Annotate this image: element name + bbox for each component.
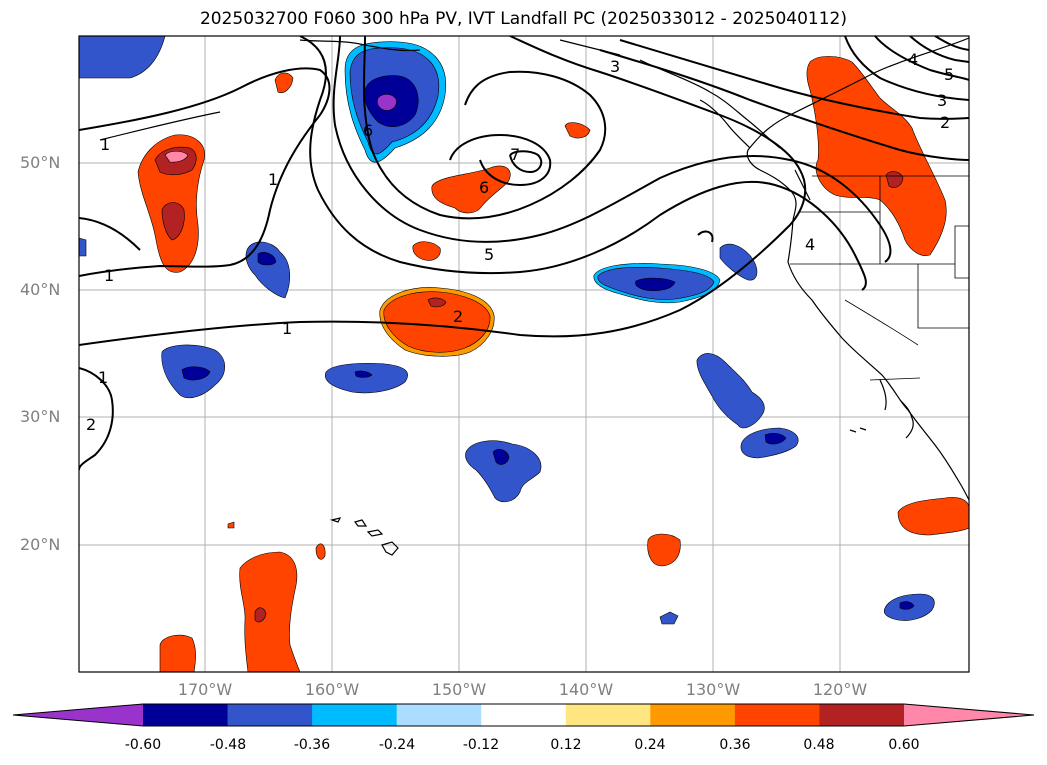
colorbar-segment xyxy=(734,704,820,726)
colorbar-segment xyxy=(650,704,736,726)
contour-label: 4 xyxy=(805,235,815,254)
contour-label: 3 xyxy=(937,91,947,110)
contour-label: 2 xyxy=(86,415,96,434)
lon-label-140w: 140°W xyxy=(558,680,614,699)
colorbar xyxy=(12,703,1035,727)
lon-label-150w: 150°W xyxy=(431,680,487,699)
negative-anomaly-regions xyxy=(79,36,935,625)
colorbar-segment xyxy=(481,704,567,726)
contour-label: 3 xyxy=(610,57,620,76)
hawaiian-islands xyxy=(329,517,399,556)
contour-label: 1 xyxy=(98,368,108,387)
colorbar-segment xyxy=(143,704,229,726)
contour-labels: 1 1 1 1 2 2 3 3 4 4 5 5 6 6 7 1 2 xyxy=(86,50,954,434)
colorbar-tick-label: -0.12 xyxy=(462,737,500,753)
political-borders xyxy=(790,175,969,381)
positive-anomaly-regions xyxy=(137,56,969,672)
contour-label: 5 xyxy=(484,245,494,264)
colorbar-segment xyxy=(565,704,651,726)
map-plot-area: 1 1 1 1 2 2 3 3 4 4 5 5 6 6 7 1 2 xyxy=(79,36,969,672)
colorbar-tick-label: -0.24 xyxy=(378,737,416,753)
colorbar-extend-low xyxy=(13,704,143,726)
colorbar-tick-label: 0.60 xyxy=(888,737,920,753)
contour-label: 2 xyxy=(940,113,950,132)
lat-label-30n: 30°N xyxy=(20,407,61,426)
lon-label-160w: 160°W xyxy=(304,680,360,699)
contour-label: 2 xyxy=(453,307,463,326)
contour-label: 6 xyxy=(363,121,373,140)
lat-label-40n: 40°N xyxy=(20,280,61,299)
contour-label: 6 xyxy=(479,178,489,197)
colorbar-tick-label: -0.36 xyxy=(293,737,331,753)
contour-lines xyxy=(79,36,969,471)
colorbar-tick-label: -0.48 xyxy=(209,737,247,753)
contour-label: 5 xyxy=(944,65,954,84)
contour-label: 1 xyxy=(104,266,114,285)
contour-label: 1 xyxy=(268,170,278,189)
colorbar-tick-label: 0.24 xyxy=(634,737,666,753)
lon-label-170w: 170°W xyxy=(177,680,233,699)
lat-label-20n: 20°N xyxy=(20,535,61,554)
contour-label: 7 xyxy=(510,145,520,164)
colorbar-outline xyxy=(12,703,1035,727)
map-frame xyxy=(78,35,970,673)
lat-label-50n: 50°N xyxy=(20,153,61,172)
colorbar-tick-label: -0.60 xyxy=(124,737,162,753)
contour-label: 1 xyxy=(282,319,292,338)
contour-label: 4 xyxy=(908,50,918,69)
colorbar-segment xyxy=(819,704,905,726)
lon-label-130w: 130°W xyxy=(685,680,741,699)
lon-label-120w: 120°W xyxy=(812,680,868,699)
contour-label: 1 xyxy=(100,135,110,154)
colorbar-segment xyxy=(396,704,482,726)
colorbar-tick-label: 0.48 xyxy=(803,737,835,753)
colorbar-segment xyxy=(312,704,398,726)
colorbar-tick-label: 0.36 xyxy=(719,737,751,753)
colorbar-segment xyxy=(227,704,313,726)
map-title: 2025032700 F060 300 hPa PV, IVT Landfall… xyxy=(199,9,847,29)
colorbar-segments xyxy=(143,704,905,726)
colorbar-tick-label: 0.12 xyxy=(550,737,582,753)
colorbar-extend-high xyxy=(904,704,1034,726)
